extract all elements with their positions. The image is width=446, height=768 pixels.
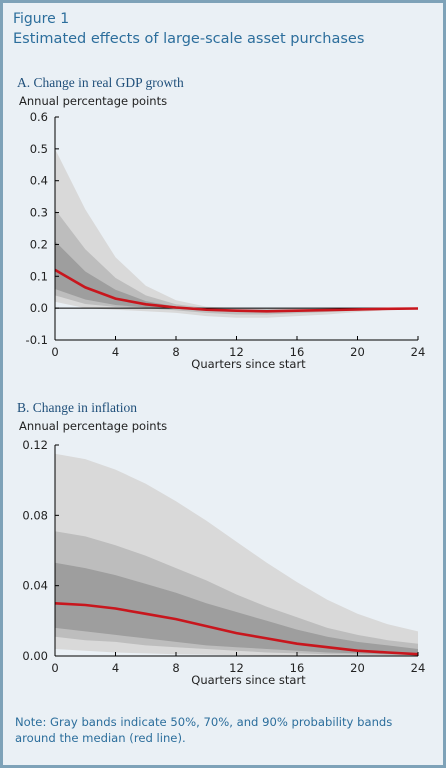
y-tick-label: 0.0 [30, 301, 48, 315]
y-tick-label: 0.6 [30, 110, 48, 124]
x-tick-label: 20 [350, 345, 365, 359]
y-tick-label: -0.1 [26, 333, 48, 347]
x-tick-label: 4 [112, 345, 119, 359]
band-50 [55, 562, 418, 656]
figure-title: Estimated effects of large-scale asset p… [13, 31, 365, 47]
x-tick-label: 8 [172, 661, 179, 675]
x-tick-label: 0 [51, 345, 58, 359]
x-tick-label: 0 [51, 661, 58, 675]
y-tick-label: 0.04 [22, 579, 48, 593]
y-tick-label: 0.3 [30, 206, 48, 220]
median-line [54, 268, 419, 313]
panel-b-title: B. Change in inflation [17, 400, 137, 415]
y-axis-label: Annual percentage points [19, 94, 167, 108]
x-tick-label: 16 [290, 345, 305, 359]
y-tick-label: 0.5 [30, 142, 48, 156]
x-tick-label: 24 [411, 661, 426, 675]
figure-label: Figure 1 [13, 11, 70, 27]
y-axis-label: Annual percentage points [19, 419, 167, 433]
panel-a-title: A. Change in real GDP growth [17, 75, 184, 90]
chart-b: Annual percentage points 0.00 0.04 0.08 0.12… [19, 419, 426, 687]
y-tick-label: 0.2 [30, 237, 48, 251]
median-line [54, 602, 419, 656]
y-tick-label: 0.08 [22, 508, 48, 522]
x-tick-label: 8 [172, 345, 179, 359]
x-tick-label: 24 [411, 345, 426, 359]
y-tick-label: 0.12 [22, 438, 48, 452]
x-tick-label: 16 [290, 661, 305, 675]
x-axis-label: Quarters since start [191, 357, 306, 371]
figure-note: Note: Gray bands indicate 50%, 70%, and … [15, 715, 393, 745]
chart-a: Annual percentage points -0.1 0.0 0.1 0.2 0.3… [19, 94, 426, 371]
y-tick-label: 0.1 [30, 269, 48, 283]
band-70 [55, 209, 418, 315]
x-tick-label: 20 [350, 661, 365, 675]
y-tick-label: 0.00 [22, 649, 48, 663]
x-axis-label: Quarters since start [191, 673, 306, 687]
x-tick-label: 12 [229, 661, 244, 675]
x-tick-label: 4 [112, 661, 119, 675]
x-tick-label: 12 [229, 345, 244, 359]
y-tick-label: 0.4 [30, 174, 48, 188]
